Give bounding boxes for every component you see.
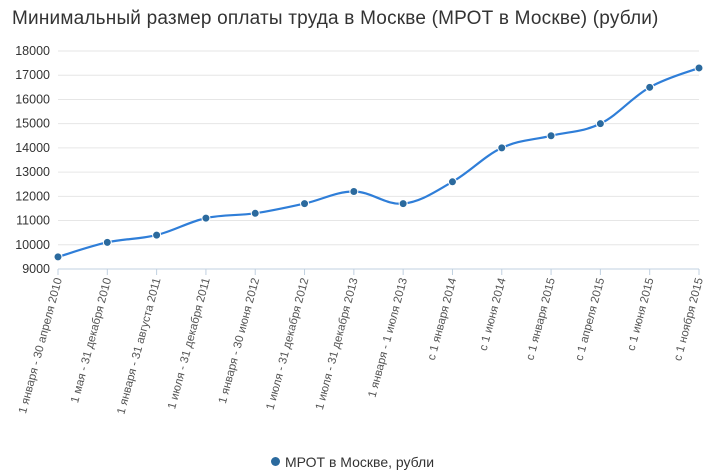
x-tick-label: 1 января - 30 апреля 2010 (17, 277, 65, 415)
x-tick-label: с 1 июня 2015 (626, 277, 657, 353)
y-tick-label: 18000 (15, 44, 50, 58)
series-line (57, 66, 700, 258)
data-point[interactable] (645, 82, 655, 92)
data-point[interactable] (595, 119, 605, 129)
data-point[interactable] (447, 177, 457, 187)
legend-label: МРОТ в Москве, рубли (284, 454, 435, 470)
x-tick-label: 1 января - 1 июля 2013 (367, 277, 411, 399)
series-markers (53, 63, 704, 262)
y-tick-label: 15000 (15, 117, 50, 131)
data-point[interactable] (250, 208, 260, 218)
y-tick-label: 17000 (15, 68, 50, 82)
x-tick-label: 1 июля - 31 декабря 2011 (166, 277, 213, 411)
x-tick-label: с 1 ноября 2015 (672, 277, 705, 363)
data-point[interactable] (102, 237, 112, 247)
data-point[interactable] (694, 63, 704, 73)
data-point[interactable] (201, 213, 211, 223)
x-tick-label: 1 мая - 31 декабря 2010 (69, 277, 114, 405)
x-tick-label: 1 июля - 31 декабря 2012 (265, 277, 312, 412)
data-point[interactable] (300, 199, 310, 209)
y-tick-label: 13000 (15, 165, 50, 179)
y-axis-tick-labels: 9000 10000 11000 12000 13000 14000 15000 16000 1… (15, 44, 50, 276)
y-tick-label: 11000 (16, 214, 50, 228)
x-tick-label: с 1 июня 2014 (478, 276, 509, 352)
x-tick-label: с 1 января 2014 (426, 276, 460, 362)
x-tick-label: 1 июля - 31 декабря 2013 (314, 277, 361, 412)
x-tick-label: 1 января - 31 августа 2011 (115, 277, 163, 416)
x-axis-tick-labels: 1 января - 30 апреля 2010 1 мая - 31 дека… (17, 276, 705, 416)
x-tick-label: с 1 января 2015 (524, 277, 558, 362)
chart-title: Минимальный размер оплаты труда в Москве… (12, 8, 659, 29)
legend-marker-icon (270, 457, 280, 466)
x-axis (57, 268, 700, 275)
data-point[interactable] (53, 252, 63, 262)
y-tick-label: 16000 (15, 92, 50, 106)
data-point[interactable] (546, 131, 556, 141)
data-point[interactable] (497, 143, 507, 153)
data-point[interactable] (398, 199, 408, 209)
x-tick-label: с 1 апреля 2015 (574, 277, 608, 362)
data-point[interactable] (349, 186, 359, 196)
y-tick-label: 10000 (15, 238, 50, 252)
series-path (57, 66, 700, 258)
y-tick-label: 14000 (15, 141, 50, 155)
chart-legend[interactable]: МРОТ в Москве, рубли (0, 454, 705, 470)
y-tick-label: 9000 (22, 262, 50, 276)
y-tick-label: 12000 (15, 189, 50, 203)
data-point[interactable] (152, 230, 162, 240)
x-tick-label: 1 января - 30 июня 2012 (217, 277, 262, 405)
